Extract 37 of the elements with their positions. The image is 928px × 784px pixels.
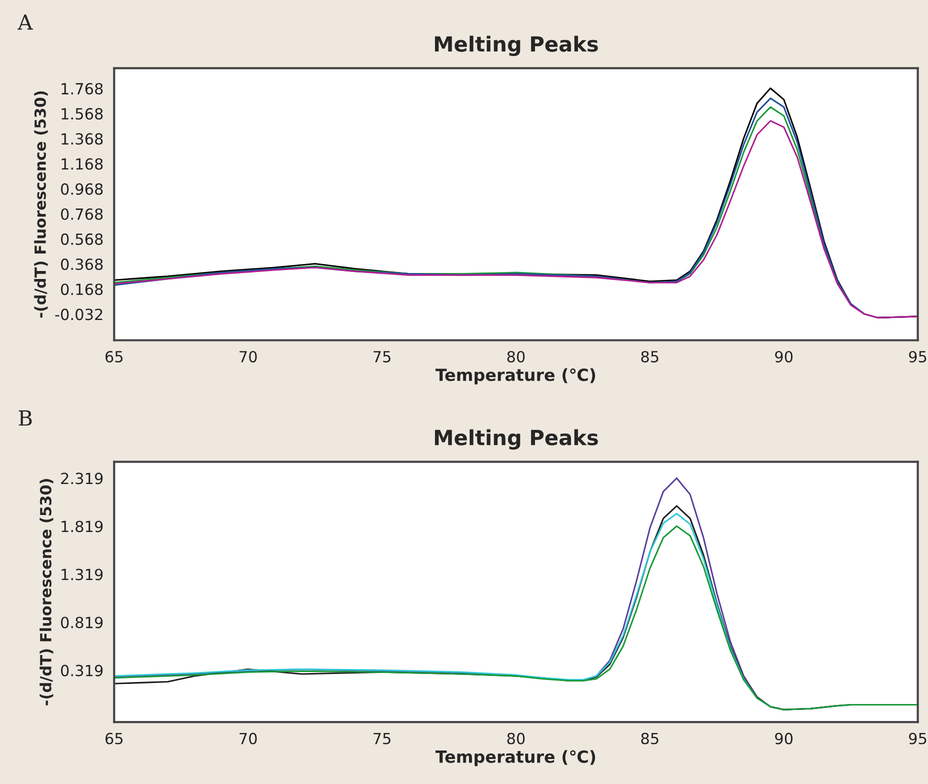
x-axis-title: Temperature (℃) [435,368,596,384]
x-tick-label: 85 [641,732,658,744]
y-tick-label: 0.168 [60,284,103,296]
x-tick-label: 85 [641,350,658,362]
y-tick-label: 1.319 [62,568,103,580]
y-tick-label: 0.368 [60,258,103,270]
y-tick-label: 0.568 [60,233,103,245]
y-tick-label: 0.968 [60,183,103,195]
text: A [18,14,33,30]
x-tick-label: 90 [775,732,793,744]
x-axis-title: Temperature (℃) [435,750,596,766]
y-tick-label: 0.819 [60,616,103,628]
x-tick-label: 65 [105,732,123,744]
y-tick-label: 1.568 [62,108,103,120]
y-tick-label: 0.768 [60,208,103,220]
y-tick-label: 1.768 [62,82,103,95]
chart-title: Melting Peaks [434,36,598,56]
x-tick-label: 95 [909,350,926,362]
chart-title: Melting Peaks [434,429,598,450]
x-tick-label: 80 [507,350,525,362]
x-tick-label: 80 [507,732,525,744]
x-tick-label: 70 [240,350,257,362]
y-tick-label: 2.319 [61,472,103,484]
y-tick-label: 1.368 [62,133,103,145]
y-tick-label: 1.168 [62,158,103,170]
x-tick-label: 65 [105,350,123,362]
y-tick-label: -0.032 [55,308,102,320]
x-tick-label: 70 [240,732,257,744]
x-tick-label: 90 [775,350,793,362]
y-tick-label: 0.319 [60,664,103,676]
x-tick-label: 95 [909,732,926,744]
y-tick-label: 1.819 [62,520,103,532]
x-tick-label: 75 [374,732,390,744]
y-axis-title: -(d/dT) Fluorescence (530) [34,91,48,318]
x-tick-label: 75 [374,351,390,362]
text: B [18,410,32,426]
y-axis-title: -(d/dT) Fluorescence (530) [40,479,54,706]
